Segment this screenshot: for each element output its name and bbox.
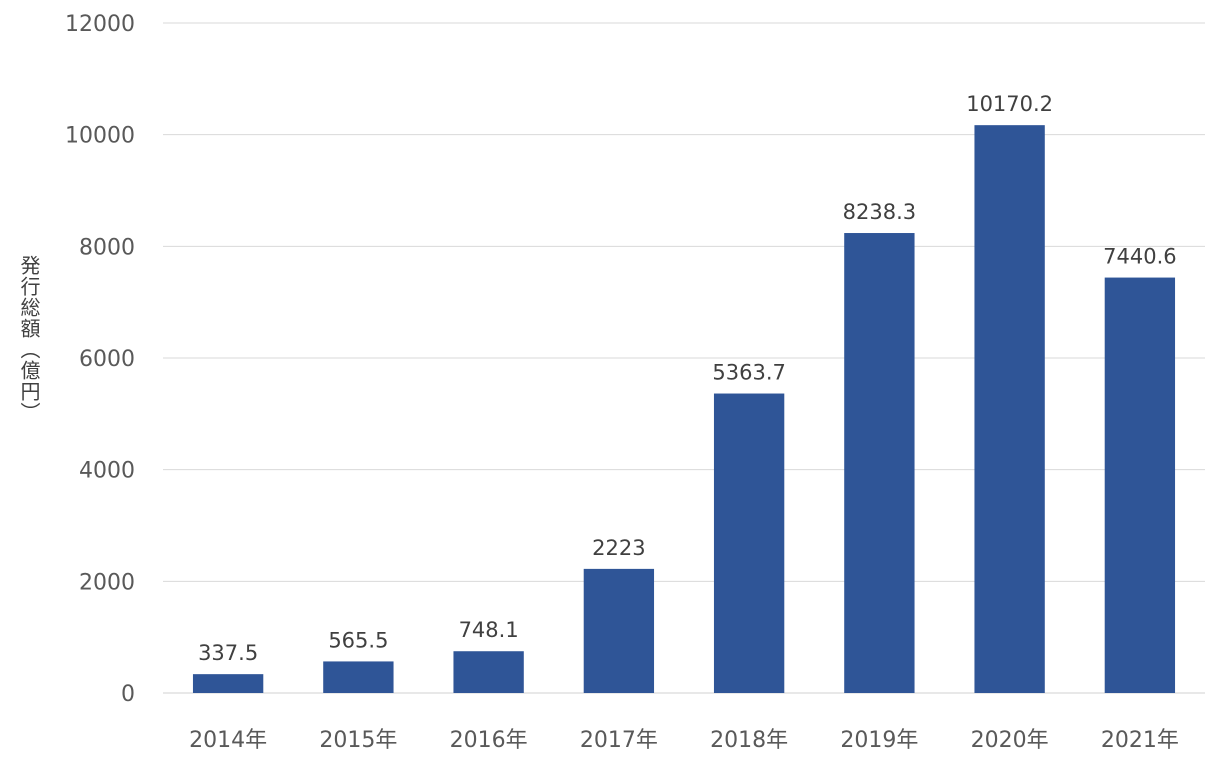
bar [323, 661, 394, 693]
x-tick-label: 2016年 [450, 728, 528, 753]
y-tick-label: 2000 [79, 570, 135, 595]
x-tick-label: 2018年 [710, 728, 788, 753]
bar [844, 233, 915, 693]
bar [974, 125, 1045, 694]
bar [1104, 277, 1176, 693]
x-tick-label: 2021年 [1101, 728, 1179, 753]
y-tick-label: 12000 [65, 12, 135, 37]
data-label: 10170.2 [966, 92, 1053, 116]
y-tick-label: 4000 [79, 459, 135, 484]
bar [453, 651, 524, 693]
data-labels: 337.5 565.5 748.1 2223 5363.7 8238.3 10170.2 74… [198, 92, 1177, 665]
x-tick-label: 2020年 [971, 728, 1049, 753]
y-axis-title: 発行総額（億円） [17, 255, 41, 423]
data-label: 5363.7 [712, 361, 785, 385]
data-label: 2223 [592, 536, 645, 560]
data-label: 565.5 [328, 628, 388, 652]
y-tick-label: 8000 [79, 235, 135, 260]
x-tick-label: 2014年 [189, 728, 267, 753]
bars [192, 125, 1176, 694]
y-tick-label: 6000 [79, 347, 135, 372]
x-axis-ticks: 2014年 2015年 2016年 2017年 2018年 2019年 2020年 2021年 [189, 728, 1179, 753]
y-tick-label: 0 [121, 682, 135, 707]
bar [713, 393, 785, 693]
x-tick-label: 2015年 [319, 728, 397, 753]
bar [583, 568, 655, 693]
data-label: 8238.3 [843, 200, 916, 224]
x-tick-label: 2019年 [840, 728, 918, 753]
x-tick-label: 2017年 [580, 728, 658, 753]
y-tick-label: 10000 [65, 124, 135, 149]
y-axis-ticks: 0 2000 4000 6000 8000 10000 12000 [65, 12, 135, 707]
data-label: 748.1 [459, 618, 519, 642]
bar [192, 674, 264, 693]
data-label: 7440.6 [1103, 245, 1176, 269]
data-label: 337.5 [198, 641, 258, 665]
gridlines [163, 22, 1205, 694]
